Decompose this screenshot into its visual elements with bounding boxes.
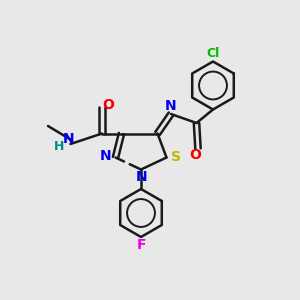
Text: S: S: [170, 150, 181, 164]
Text: N: N: [136, 170, 147, 184]
Text: O: O: [103, 98, 115, 112]
Text: N: N: [63, 132, 75, 145]
Text: N: N: [100, 149, 112, 163]
Text: N: N: [165, 100, 176, 113]
Text: F: F: [136, 238, 146, 252]
Text: Cl: Cl: [206, 47, 220, 60]
Text: H: H: [54, 140, 64, 153]
Text: O: O: [190, 148, 202, 162]
